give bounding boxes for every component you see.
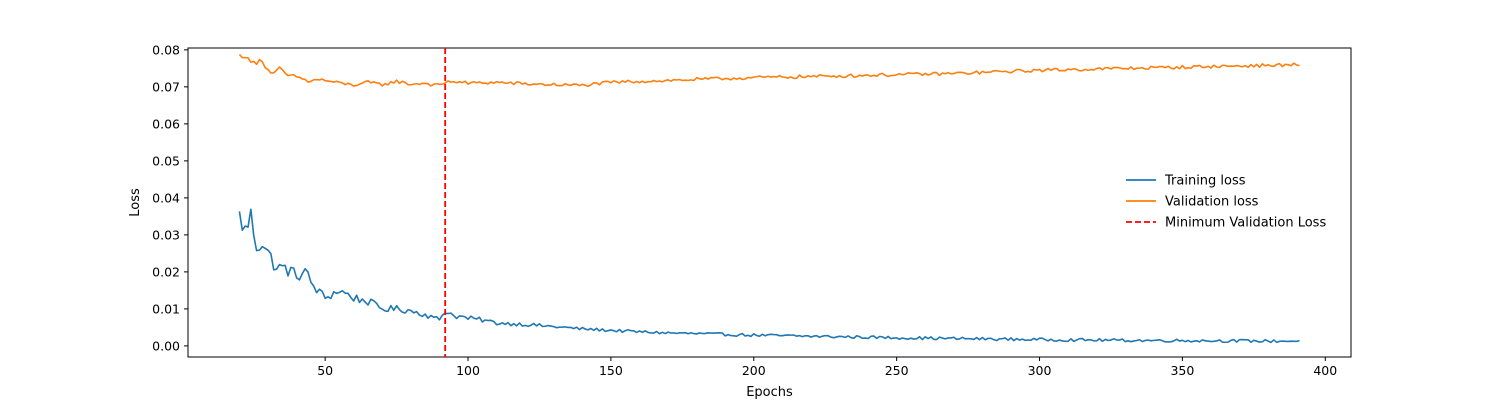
x-axis-label: Epochs xyxy=(746,385,793,400)
y-tick-label: 0.00 xyxy=(152,338,180,353)
y-tick-label: 0.04 xyxy=(152,190,180,205)
x-tick-label: 100 xyxy=(456,363,480,378)
x-tick-label: 400 xyxy=(1313,363,1337,378)
y-tick-label: 0.01 xyxy=(152,301,180,316)
legend-label: Training loss xyxy=(1164,174,1246,189)
y-tick-label: 0.08 xyxy=(152,42,180,57)
x-tick-label: 300 xyxy=(1028,363,1052,378)
y-tick-label: 0.07 xyxy=(152,79,180,94)
y-tick-label: 0.06 xyxy=(152,116,180,131)
x-tick-label: 250 xyxy=(885,363,909,378)
y-axis-label: Loss xyxy=(128,188,143,217)
series-line-training-loss xyxy=(238,208,1300,344)
y-tick-label: 0.05 xyxy=(152,153,180,168)
x-tick-label: 150 xyxy=(599,363,623,378)
series-line-validation-loss xyxy=(238,54,1300,88)
legend-label: Validation loss xyxy=(1165,195,1259,210)
x-tick-label: 350 xyxy=(1170,363,1194,378)
x-tick-label: 50 xyxy=(317,363,333,378)
y-tick-label: 0.02 xyxy=(152,264,180,279)
legend-label: Minimum Validation Loss xyxy=(1165,216,1326,231)
y-tick-label: 0.03 xyxy=(152,227,180,242)
plot-frame xyxy=(187,47,1352,358)
x-tick-label: 200 xyxy=(742,363,766,378)
